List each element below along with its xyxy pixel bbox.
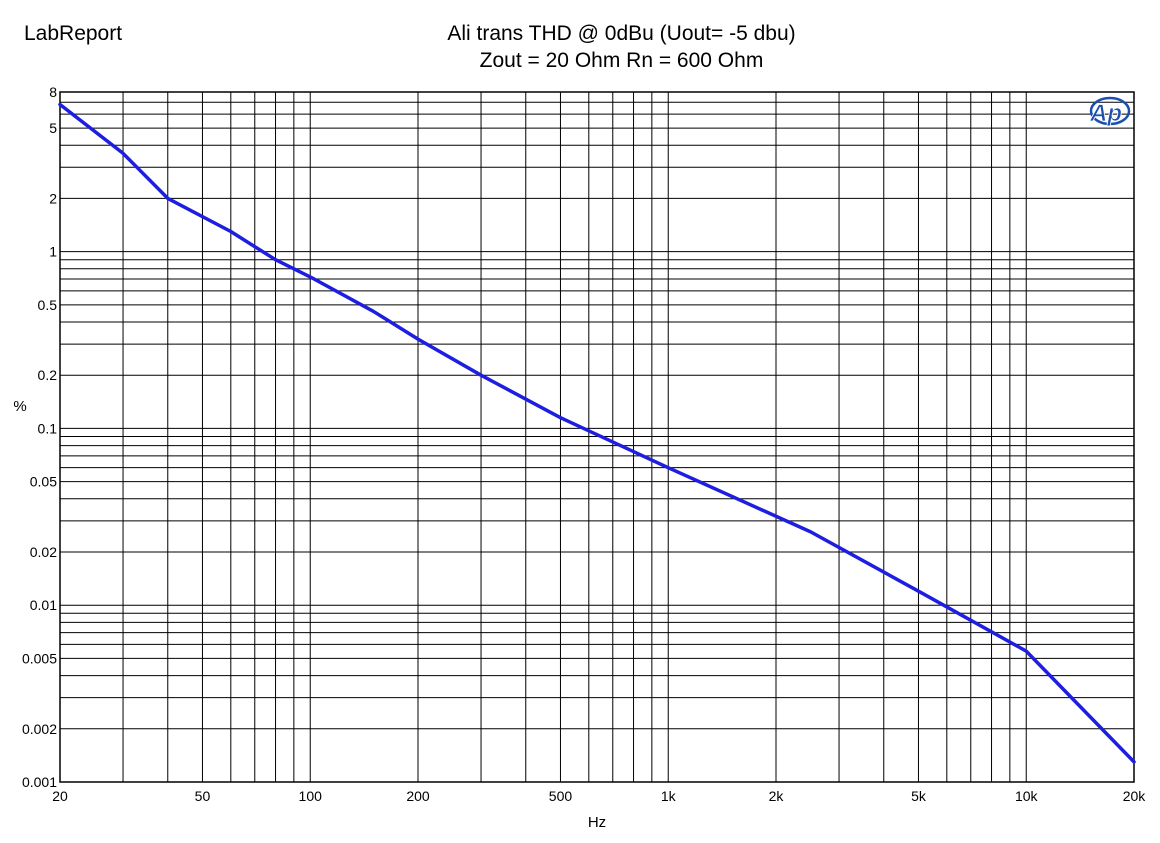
x-tick-label: 20k [1123,788,1147,804]
series-group [58,102,1136,764]
y-tick-label: 0.5 [38,297,58,313]
y-tick-label: 0.002 [22,721,57,737]
y-tick-labels: 8 5 2 1 0.5 0.2 0.1 0.05 0.02 0.01 0.005 0.002 0.001 [22,84,57,790]
thd-series-line [58,102,1136,764]
y-tick-label: 2 [49,190,57,206]
y-tick-label: 0.2 [38,367,58,383]
brand-label: LabReport [24,22,123,45]
y-tick-label: 0.1 [38,420,58,436]
x-tick-label: 200 [406,788,430,804]
x-tick-label: 1k [661,788,677,804]
svg-text:Ap: Ap [1089,100,1122,127]
grid-lines [59,91,1135,783]
y-tick-label: 0.005 [22,650,57,666]
chart-title: Ali trans THD @ 0dBu (Uout= -5 dbu) [447,22,796,45]
y-tick-label: 8 [49,84,57,100]
x-tick-label: 500 [549,788,573,804]
x-tick-label: 20 [52,788,68,804]
y-tick-label: 0.05 [30,474,57,490]
x-tick-label: 2k [769,788,785,804]
y-tick-label: 0.02 [30,544,57,560]
x-tick-label: 10k [1015,788,1039,804]
plot-frame [59,91,1135,783]
y-tick-label: 0.001 [22,774,57,790]
x-axis-label: Hz [588,814,606,831]
x-tick-label: 50 [195,788,211,804]
x-tick-label: 100 [299,788,323,804]
y-axis-label: % [13,398,26,415]
x-tick-labels: 20 50 100 200 500 1k 2k 5k 10k 20k [52,788,1146,804]
x-tick-label: 5k [911,788,927,804]
chart-subtitle: Zout = 20 Ohm Rn = 600 Ohm [479,49,764,72]
y-tick-label: 5 [49,120,57,136]
y-tick-label: 0.01 [30,597,57,613]
audio-precision-logo-icon: Ap [1089,96,1131,127]
y-tick-label: 1 [49,244,57,260]
